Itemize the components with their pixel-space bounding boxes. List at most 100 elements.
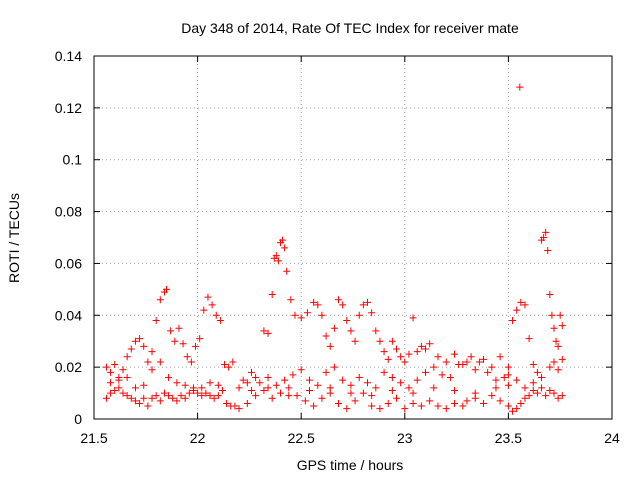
- data-point: [123, 374, 131, 382]
- data-point: [198, 384, 206, 392]
- y-tick-label: 0.08: [55, 204, 82, 220]
- data-point: [546, 291, 554, 299]
- data-point: [405, 384, 413, 392]
- y-tick-label: 0: [74, 411, 82, 427]
- data-point: [318, 311, 326, 319]
- data-point: [552, 337, 560, 345]
- data-point: [368, 402, 376, 410]
- data-point: [384, 399, 392, 407]
- data-point: [268, 394, 276, 402]
- data-point: [401, 405, 409, 413]
- data-point: [538, 374, 546, 382]
- data-point: [281, 376, 289, 384]
- x-tick-label: 22.5: [288, 430, 315, 446]
- data-point: [359, 389, 367, 397]
- data-point: [293, 392, 301, 400]
- data-point: [192, 342, 200, 350]
- data-point: [231, 402, 239, 410]
- data-point: [264, 329, 272, 337]
- data-point: [393, 345, 401, 353]
- data-point: [504, 381, 512, 389]
- data-point: [372, 327, 380, 335]
- data-point: [513, 376, 521, 384]
- data-point: [401, 358, 409, 366]
- data-point: [173, 379, 181, 387]
- data-point: [538, 384, 546, 392]
- data-point: [123, 353, 131, 361]
- data-point: [187, 358, 195, 366]
- data-point: [426, 340, 434, 348]
- data-point: [305, 386, 313, 394]
- data-point: [405, 350, 413, 358]
- y-tick-label: 0.04: [55, 307, 82, 323]
- data-point: [446, 374, 454, 382]
- data-point: [297, 314, 305, 322]
- data-point: [303, 309, 311, 317]
- data-point: [504, 363, 512, 371]
- data-point: [548, 311, 556, 319]
- data-point: [212, 311, 220, 319]
- data-point: [422, 368, 430, 376]
- data-point: [393, 394, 401, 402]
- data-point: [144, 358, 152, 366]
- data-point: [372, 384, 380, 392]
- data-point: [175, 324, 183, 332]
- data-point: [409, 314, 417, 322]
- data-point: [368, 392, 376, 400]
- data-point: [544, 246, 552, 254]
- data-point: [102, 394, 110, 402]
- data-point: [504, 371, 512, 379]
- data-point: [119, 366, 127, 374]
- plot-frame: [93, 55, 613, 420]
- data-point: [417, 342, 425, 350]
- data-point: [274, 257, 282, 265]
- data-point: [115, 376, 123, 384]
- data-point: [165, 374, 173, 382]
- data-point: [107, 368, 115, 376]
- data-point: [136, 335, 144, 343]
- data-point: [256, 379, 264, 387]
- data-points: [102, 83, 566, 415]
- data-point: [550, 324, 558, 332]
- data-point: [181, 394, 189, 402]
- data-point: [343, 316, 351, 324]
- data-point: [550, 389, 558, 397]
- data-point: [229, 358, 237, 366]
- data-point: [140, 381, 148, 389]
- data-point: [223, 399, 231, 407]
- data-point: [326, 342, 334, 350]
- data-point: [554, 394, 562, 402]
- data-point: [413, 348, 421, 356]
- data-point: [451, 350, 459, 358]
- data-point: [156, 397, 164, 405]
- data-point: [516, 83, 524, 91]
- data-point: [513, 405, 521, 413]
- data-point: [364, 379, 372, 387]
- data-point: [314, 381, 322, 389]
- data-point: [451, 386, 459, 394]
- data-point: [459, 361, 467, 369]
- data-point: [397, 353, 405, 361]
- data-point: [496, 353, 504, 361]
- data-point: [204, 293, 212, 301]
- data-point: [546, 386, 554, 394]
- data-point: [156, 296, 164, 304]
- data-point: [376, 405, 384, 413]
- data-point: [554, 366, 562, 374]
- data-point: [173, 397, 181, 405]
- data-point: [247, 368, 255, 376]
- x-axis-label: GPS time / hours: [297, 457, 404, 473]
- data-point: [355, 374, 363, 382]
- data-point: [380, 368, 388, 376]
- data-point: [355, 311, 363, 319]
- data-point: [202, 389, 210, 397]
- data-point: [283, 267, 291, 275]
- data-point: [163, 285, 171, 293]
- data-point: [368, 309, 376, 317]
- data-point: [434, 353, 442, 361]
- data-point: [558, 355, 566, 363]
- data-point: [152, 392, 160, 400]
- data-point: [513, 306, 521, 314]
- data-point: [542, 228, 550, 236]
